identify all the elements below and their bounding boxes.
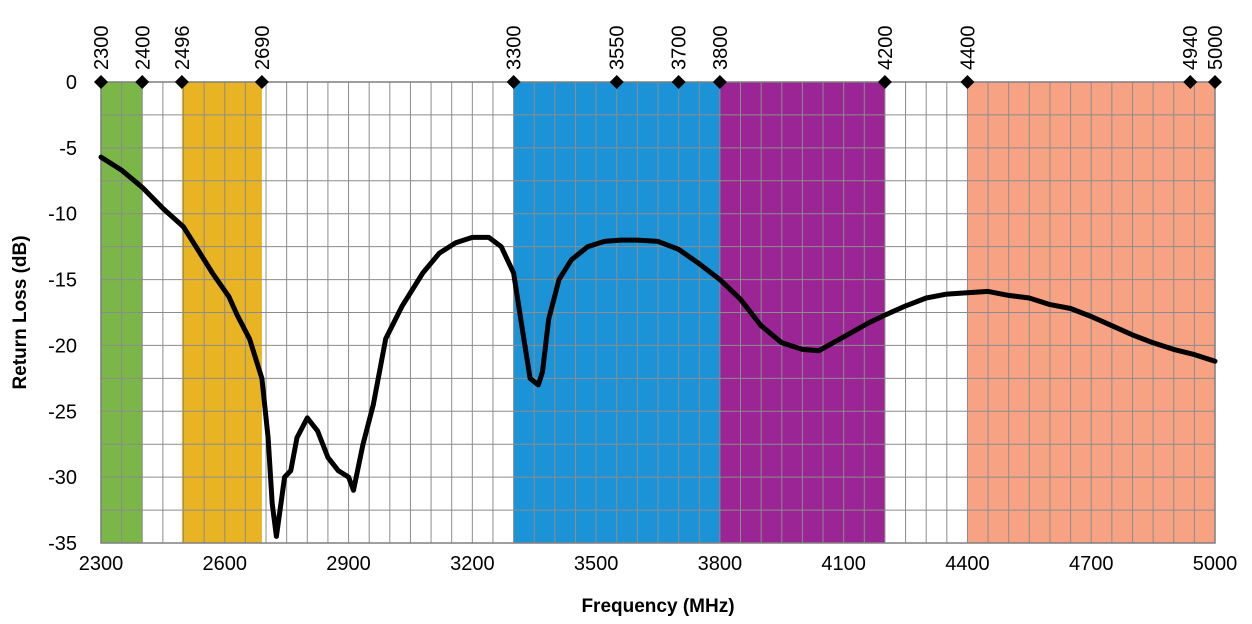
y-axis-title: Return Loss (dB) <box>10 235 31 389</box>
plot-area-border <box>100 81 1216 544</box>
series-line-layer <box>98 154 1218 539</box>
x-tick-label-4100: 4100 <box>821 553 866 575</box>
band-marker-label-4400: 4400 <box>957 26 979 71</box>
band-marker-3700 <box>671 75 686 89</box>
band-marker-2400 <box>135 75 150 89</box>
band-marker-2496 <box>174 75 189 89</box>
series-line-0 <box>98 154 1218 539</box>
band-marker-label-2496: 2496 <box>172 26 194 71</box>
y-tick-label-0: 0 <box>66 72 77 94</box>
x-tick-label-2300: 2300 <box>79 553 124 575</box>
band-marker-label-3700: 3700 <box>669 26 691 71</box>
x-tick-label-5000: 5000 <box>1193 553 1238 575</box>
band-marker-4400 <box>960 75 975 89</box>
band-marker-label-3800: 3800 <box>710 26 732 71</box>
band-markers: 2300 2400 2496 2690 3300 3550 3700 3800 4200 4400… <box>91 26 1227 89</box>
y-tick-labels: 0 -5 -10 -15 -20 -25 -30 -35 <box>48 72 77 555</box>
band-marker-4940 <box>1183 75 1198 89</box>
band-marker-label-4200: 4200 <box>875 26 897 71</box>
x-tick-label-3500: 3500 <box>574 553 619 575</box>
x-tick-label-4400: 4400 <box>945 553 990 575</box>
y-tick-label--20: -20 <box>48 335 77 357</box>
x-axis-title: Frequency (MHz) <box>581 596 734 617</box>
band-marker-label-3550: 3550 <box>607 26 629 71</box>
y-tick-label--5: -5 <box>59 138 77 160</box>
y-tick-label--30: -30 <box>48 467 77 489</box>
band-marker-2690 <box>254 75 269 89</box>
band-marker-4200 <box>877 75 892 89</box>
x-tick-label-3800: 3800 <box>698 553 743 575</box>
band-marker-3550 <box>609 75 624 89</box>
y-tick-label--35: -35 <box>48 533 77 555</box>
band-marker-label-2300: 2300 <box>91 26 113 71</box>
y-tick-label--25: -25 <box>48 401 77 423</box>
x-tick-label-4700: 4700 <box>1069 553 1114 575</box>
band-marker-label-2690: 2690 <box>252 26 274 71</box>
x-tick-label-2900: 2900 <box>326 553 371 575</box>
band-marker-2300 <box>94 75 108 89</box>
y-tick-label--15: -15 <box>48 270 77 292</box>
band-marker-label-2400: 2400 <box>132 26 154 71</box>
band-marker-label-5000: 5000 <box>1205 26 1227 71</box>
band-marker-3300 <box>506 75 521 89</box>
band-marker-5000 <box>1208 75 1222 89</box>
x-tick-label-2600: 2600 <box>203 553 248 575</box>
x-tick-labels: 2300 2600 2900 3200 3500 3800 4100 4400 4700 5000 <box>79 553 1238 575</box>
band-marker-label-4940: 4940 <box>1180 26 1202 71</box>
band-marker-label-3300: 3300 <box>504 26 526 71</box>
band-marker-3800 <box>712 75 727 89</box>
y-tick-label--10: -10 <box>48 204 77 226</box>
x-tick-label-3200: 3200 <box>450 553 495 575</box>
